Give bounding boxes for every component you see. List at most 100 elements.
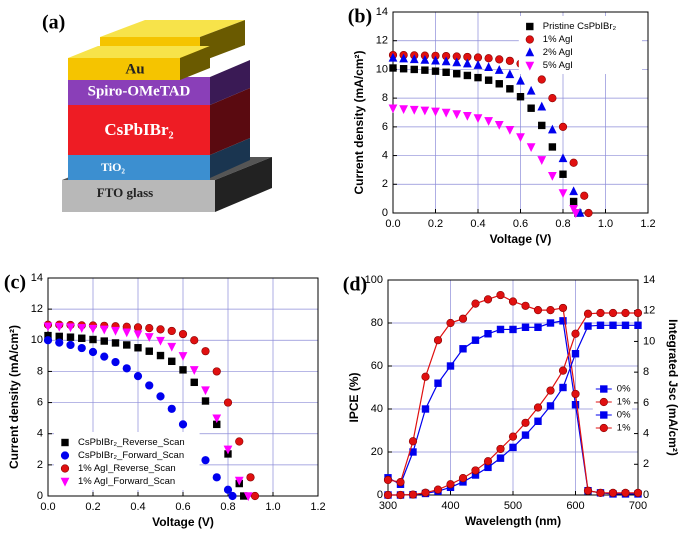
marker [100, 352, 109, 361]
marker [471, 299, 480, 308]
device-diagram: (a) Au Spiro-OMeTAD CsPbIBr₂ TiO₂ FTO gl… [42, 12, 272, 212]
y-tick-label: 4 [382, 149, 388, 161]
marker [584, 208, 593, 218]
spiro-side [210, 60, 250, 105]
marker [459, 345, 467, 353]
chart: (b) 0.0 0.2 0.4 0.6 0.8 1.0 1.2 0 2 4 6 8 10 12 14 Volta… [348, 6, 656, 247]
x-tick-label: 500 [504, 500, 522, 512]
marker [235, 437, 244, 446]
marker [190, 378, 198, 387]
marker [547, 124, 557, 134]
x-tick-label: 0.6 [513, 218, 528, 230]
marker [122, 364, 131, 373]
x-tick-label: 600 [566, 500, 584, 512]
y-tick-label: 100 [365, 274, 383, 286]
x-tick-label: 700 [629, 500, 647, 512]
legend-label: 1% AgI_Reverse_Scan [78, 463, 176, 474]
marker [496, 454, 505, 462]
marker [54, 322, 64, 332]
marker [494, 121, 504, 130]
marker [111, 339, 120, 347]
x-tick-label: 1.2 [310, 501, 325, 513]
marker [495, 80, 503, 88]
marker [462, 58, 472, 68]
marker [571, 389, 580, 399]
marker [621, 308, 630, 318]
legend-box [54, 432, 200, 490]
marker [533, 403, 543, 412]
marker [458, 314, 468, 323]
marker [546, 319, 555, 327]
x-tick-label: 0.2 [85, 501, 100, 513]
marker [250, 491, 260, 501]
plot-frame [47, 277, 319, 497]
marker [558, 303, 568, 313]
y-tick-label: 14 [31, 272, 43, 284]
marker [88, 347, 98, 357]
marker [506, 85, 514, 93]
marker [471, 336, 480, 344]
x-tick-label: 0.8 [220, 501, 235, 513]
marker [527, 104, 535, 112]
marker [633, 488, 643, 497]
marker [633, 308, 643, 318]
au-front [68, 58, 180, 80]
marker [548, 94, 557, 103]
marker [179, 366, 187, 374]
marker [484, 62, 494, 71]
marker [452, 57, 462, 67]
legend-label: 2% AgI [543, 47, 573, 58]
au-side [180, 46, 210, 80]
marker [409, 105, 419, 115]
marker [89, 335, 97, 344]
y-tick-label: 80 [371, 317, 383, 329]
marker [396, 478, 405, 487]
marker [571, 350, 580, 358]
marker [608, 488, 618, 497]
y2-tick-label: 4 [643, 427, 649, 439]
marker [66, 340, 75, 350]
marker [134, 344, 142, 352]
marker [421, 66, 429, 74]
legend-label: Pristine CsPbIBr₂ [543, 21, 617, 32]
marker [546, 386, 555, 395]
marker [167, 342, 177, 352]
y-tick-label: 0 [37, 490, 43, 502]
y-tick-label: 4 [37, 428, 43, 440]
legend-marker [60, 451, 70, 460]
marker [521, 323, 530, 331]
y-tick-label: 10 [31, 334, 43, 346]
marker [516, 75, 525, 85]
y-tick-label: 6 [382, 121, 388, 133]
x-tick-label: 300 [379, 500, 397, 512]
marker [408, 490, 418, 499]
marker [584, 322, 592, 330]
marker [421, 405, 430, 413]
marker [228, 491, 237, 501]
marker [521, 431, 530, 439]
legend-marker [61, 438, 69, 447]
marker [212, 414, 222, 424]
y-tick-label: 12 [376, 35, 388, 47]
chart: (c) 0.0 0.2 0.4 0.6 0.8 1.0 1.2 0 2 4 6 8 10 12 14 Volta… [4, 272, 326, 530]
marker [201, 386, 210, 396]
marker [621, 488, 630, 497]
marker [178, 420, 188, 429]
spiro-front [68, 77, 210, 105]
marker [99, 325, 109, 335]
y-tick-label: 14 [376, 6, 388, 18]
legend-label: 1% [617, 397, 631, 408]
layer-label: TiO₂ [101, 160, 125, 174]
x-tick-label: 0.2 [428, 218, 443, 230]
marker [442, 68, 450, 77]
fto-side [215, 157, 272, 212]
marker [420, 55, 430, 64]
legend-marker [599, 423, 608, 433]
marker [452, 110, 462, 120]
au-side [200, 20, 245, 62]
y-tick-label: 40 [371, 403, 383, 415]
marker [156, 392, 165, 401]
marker [484, 76, 493, 84]
marker [559, 383, 567, 392]
marker [569, 186, 579, 196]
